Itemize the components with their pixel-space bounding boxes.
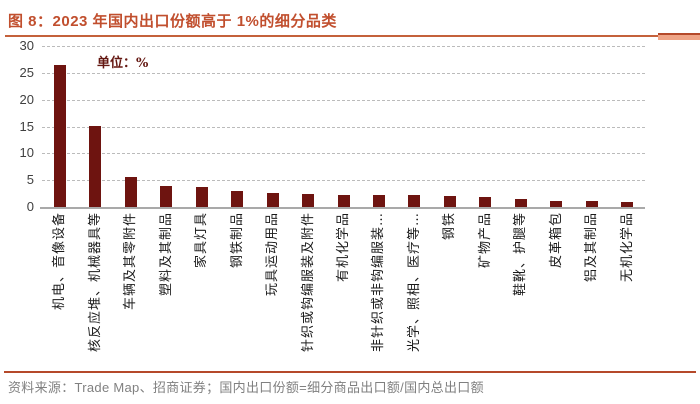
x-category-label: 有机化学品 xyxy=(336,212,351,283)
bar xyxy=(124,177,137,207)
x-category-label: 铝及其制品 xyxy=(584,212,600,283)
x-category-label: 核反应堆、机械器具等 xyxy=(87,212,103,353)
y-gridline xyxy=(42,153,645,155)
x-category-label: 钢铁制品 xyxy=(229,212,245,269)
y-gridline xyxy=(42,126,645,128)
bar xyxy=(408,195,421,207)
bar xyxy=(621,201,634,207)
x-axis-line xyxy=(40,207,645,209)
x-category-label: 玩具运动用品 xyxy=(265,212,281,297)
x-category-label: 车辆及其零附件 xyxy=(123,212,139,311)
y-tick-label: 15 xyxy=(19,118,34,134)
bar xyxy=(514,198,527,207)
y-gridline xyxy=(42,99,645,101)
bar xyxy=(302,193,315,207)
bar xyxy=(372,195,385,207)
x-category-label: 家具灯具 xyxy=(194,212,210,269)
unit-label: 单位：% xyxy=(97,56,149,71)
bar xyxy=(585,201,598,207)
bar xyxy=(479,196,492,207)
y-tick-label: 30 xyxy=(19,38,34,53)
bar xyxy=(195,187,208,207)
source-divider-line xyxy=(4,371,696,373)
x-category-label: 皮革箱包 xyxy=(548,212,564,269)
x-category-label: 矿物产品 xyxy=(477,212,493,269)
title-divider-line xyxy=(5,35,700,37)
x-category-label: 针织或钩编服装及附件 xyxy=(300,212,316,353)
x-category-label: 塑料及其制品 xyxy=(158,212,174,297)
y-tick-label: 5 xyxy=(26,172,34,188)
title-divider-accent xyxy=(658,33,700,40)
source-note: 资料来源：Trade Map、招商证券；国内出口份额=细分商品出口额/国内总出口… xyxy=(8,380,484,395)
bar xyxy=(231,190,244,207)
bar xyxy=(443,196,456,207)
y-gridline xyxy=(42,72,645,74)
x-category-label: 机电、音像设备 xyxy=(52,212,68,311)
bar xyxy=(53,65,66,207)
y-tick-label: 10 xyxy=(19,145,34,161)
chart-title: 图 8：2023 年国内出口份额高于 1%的细分品类 xyxy=(8,13,337,30)
x-category-label: 鞋靴、护腿等 xyxy=(513,212,529,297)
bar xyxy=(160,185,173,207)
y-gridline xyxy=(42,180,645,182)
bar xyxy=(89,125,102,207)
bar xyxy=(266,192,279,207)
y-tick-label: 25 xyxy=(19,64,34,80)
x-category-label: 光学、照相、医疗等… xyxy=(406,212,422,353)
x-category-label: 无机化学品 xyxy=(619,212,635,283)
y-tick-label: 0 xyxy=(26,199,34,214)
bar xyxy=(337,194,350,207)
x-category-label: 钢铁 xyxy=(442,212,458,241)
y-gridline xyxy=(42,46,645,47)
x-category-label: 非针织或非钩编服装… xyxy=(371,212,387,353)
y-tick-label: 20 xyxy=(19,91,34,107)
bar xyxy=(550,200,563,207)
